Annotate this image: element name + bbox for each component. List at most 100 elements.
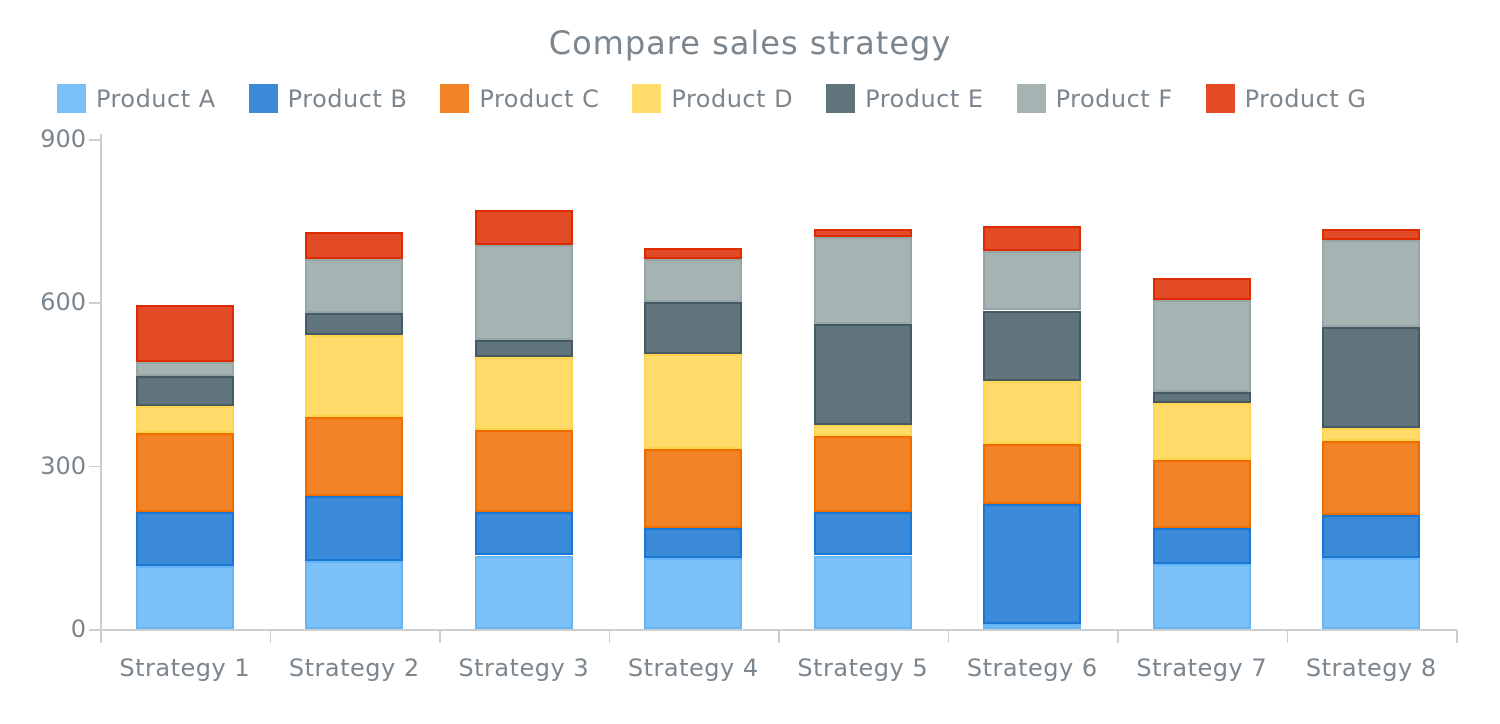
bar-segment-product-a-6[interactable] bbox=[983, 623, 1082, 629]
bar-segment-product-a-4[interactable] bbox=[644, 558, 743, 629]
bar-segment-product-e-4[interactable] bbox=[644, 302, 743, 355]
bar-segment-product-f-8[interactable] bbox=[1322, 239, 1421, 327]
bar-segment-product-f-4[interactable] bbox=[644, 258, 743, 303]
bar-segment-product-g-7[interactable] bbox=[1152, 277, 1251, 300]
bar-segment-product-e-3[interactable] bbox=[474, 340, 573, 357]
legend-swatch-icon bbox=[826, 84, 856, 113]
bar-segment-product-d-4[interactable] bbox=[644, 354, 743, 450]
bar-segment-product-g-1[interactable] bbox=[135, 305, 234, 363]
bar-segment-product-a-3[interactable] bbox=[474, 555, 573, 629]
bar-segment-product-b-3[interactable] bbox=[474, 511, 573, 556]
legend-label: Product A bbox=[96, 84, 216, 113]
bar-segment-product-g-3[interactable] bbox=[474, 209, 573, 246]
bar-segment-product-e-8[interactable] bbox=[1322, 326, 1421, 428]
chart-title: Compare sales strategy bbox=[548, 24, 952, 62]
bar-segment-product-c-6[interactable] bbox=[983, 443, 1082, 504]
bar-segment-product-d-2[interactable] bbox=[305, 335, 404, 417]
legend-item-product-f[interactable]: Product F bbox=[1016, 84, 1173, 113]
x-axis-label: Strategy 8 bbox=[1305, 654, 1437, 682]
bar-segment-product-c-1[interactable] bbox=[135, 433, 234, 512]
legend-swatch-icon bbox=[248, 84, 278, 113]
bar-segment-product-c-2[interactable] bbox=[305, 416, 404, 496]
bar-segment-product-a-7[interactable] bbox=[1152, 563, 1251, 629]
y-axis-line bbox=[100, 134, 102, 630]
legend-item-product-a[interactable]: Product A bbox=[57, 84, 216, 113]
bar-segment-product-g-8[interactable] bbox=[1322, 228, 1421, 240]
y-axis-label: 600 bbox=[40, 288, 86, 317]
legend-label: Product F bbox=[1055, 84, 1173, 113]
bar-segment-product-b-8[interactable] bbox=[1322, 514, 1421, 559]
x-axis-tick bbox=[100, 630, 102, 643]
bar-segment-product-f-6[interactable] bbox=[983, 250, 1082, 311]
bar-segment-product-e-5[interactable] bbox=[813, 324, 912, 425]
x-axis-label: Strategy 2 bbox=[288, 654, 420, 682]
x-axis-label: Strategy 3 bbox=[458, 654, 590, 682]
bar-segment-product-b-1[interactable] bbox=[135, 511, 234, 567]
bar-segment-product-e-2[interactable] bbox=[305, 313, 404, 335]
legend-item-product-c[interactable]: Product C bbox=[440, 84, 599, 113]
y-axis-tick bbox=[89, 302, 100, 304]
x-axis-label: Strategy 5 bbox=[797, 654, 929, 682]
bar-segment-product-a-2[interactable] bbox=[305, 560, 404, 629]
legend-item-product-e[interactable]: Product E bbox=[826, 84, 983, 113]
bar-segment-product-g-4[interactable] bbox=[644, 247, 743, 259]
bar-segment-product-a-8[interactable] bbox=[1322, 558, 1421, 629]
bar-segment-product-c-3[interactable] bbox=[474, 430, 573, 512]
bar-segment-product-c-5[interactable] bbox=[813, 435, 912, 512]
x-axis-tick bbox=[608, 630, 610, 643]
bar-segment-product-d-5[interactable] bbox=[813, 424, 912, 436]
x-axis-tick bbox=[778, 630, 780, 643]
bar-segment-product-c-7[interactable] bbox=[1152, 460, 1251, 529]
legend-item-product-g[interactable]: Product G bbox=[1205, 84, 1367, 113]
bar-segment-product-f-2[interactable] bbox=[305, 258, 404, 314]
x-axis-line bbox=[100, 629, 1457, 631]
bar-segment-product-b-2[interactable] bbox=[305, 495, 404, 561]
bar-segment-product-d-8[interactable] bbox=[1322, 427, 1421, 442]
bar-segment-product-e-6[interactable] bbox=[983, 310, 1082, 382]
bar-segment-product-f-7[interactable] bbox=[1152, 299, 1251, 393]
y-axis-tick bbox=[89, 139, 100, 141]
bar-segment-product-a-1[interactable] bbox=[135, 566, 234, 629]
x-axis-tick bbox=[947, 630, 949, 643]
bar-segment-product-g-5[interactable] bbox=[813, 228, 912, 237]
bar-segment-product-d-3[interactable] bbox=[474, 356, 573, 431]
x-axis-label: Strategy 4 bbox=[627, 654, 759, 682]
legend-swatch-icon bbox=[440, 84, 470, 113]
bar-segment-product-d-7[interactable] bbox=[1152, 403, 1251, 461]
x-axis-tick bbox=[1456, 630, 1458, 643]
bar-segment-product-b-7[interactable] bbox=[1152, 528, 1251, 564]
bar-segment-product-e-7[interactable] bbox=[1152, 392, 1251, 404]
bar-segment-product-f-3[interactable] bbox=[474, 245, 573, 341]
legend-label: Product B bbox=[287, 84, 408, 113]
bar-segment-product-e-1[interactable] bbox=[135, 375, 234, 406]
x-axis-label: Strategy 6 bbox=[966, 654, 1098, 682]
bar-segment-product-g-2[interactable] bbox=[305, 231, 404, 259]
bar-segment-product-b-4[interactable] bbox=[644, 528, 743, 559]
legend-swatch-icon bbox=[57, 84, 86, 113]
legend-swatch-icon bbox=[1205, 84, 1235, 113]
bar-segment-product-c-8[interactable] bbox=[1322, 441, 1421, 515]
legend-item-product-b[interactable]: Product B bbox=[248, 84, 408, 113]
bar-segment-product-a-5[interactable] bbox=[813, 555, 912, 629]
bar-segment-product-b-6[interactable] bbox=[983, 503, 1082, 624]
bar-segment-product-d-6[interactable] bbox=[983, 381, 1082, 444]
bar-segment-product-d-1[interactable] bbox=[135, 405, 234, 433]
bar-segment-product-c-4[interactable] bbox=[644, 449, 743, 529]
y-axis-label: 900 bbox=[40, 125, 86, 153]
bar-segment-product-g-6[interactable] bbox=[983, 226, 1082, 251]
x-axis-tick bbox=[439, 630, 441, 643]
x-axis-tick bbox=[269, 630, 271, 643]
bar-segment-product-f-1[interactable] bbox=[135, 362, 234, 376]
legend-label: Product E bbox=[865, 84, 984, 113]
x-axis-label: Strategy 7 bbox=[1136, 654, 1268, 682]
x-axis-label: Strategy 1 bbox=[119, 654, 251, 682]
legend-label: Product D bbox=[671, 84, 794, 113]
bar-segment-product-f-5[interactable] bbox=[813, 237, 912, 325]
bar-segment-product-b-5[interactable] bbox=[813, 511, 912, 556]
y-axis-label: 300 bbox=[40, 451, 86, 480]
legend-swatch-icon bbox=[632, 84, 662, 113]
legend-swatch-icon bbox=[1016, 84, 1046, 113]
legend-label: Product G bbox=[1244, 84, 1367, 113]
legend-item-product-d[interactable]: Product D bbox=[632, 84, 793, 113]
